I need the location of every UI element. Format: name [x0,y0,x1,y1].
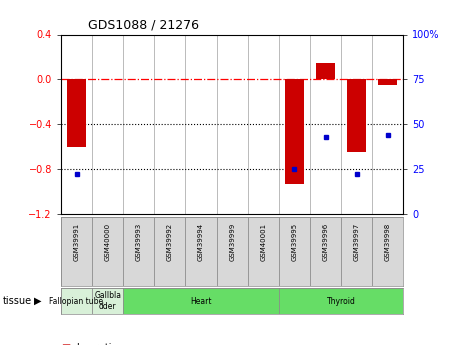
Text: GSM39993: GSM39993 [136,223,142,261]
Bar [92,288,123,314]
Text: ■: ■ [61,344,70,345]
Bar [316,62,335,79]
Bar [279,288,403,314]
Text: GSM40001: GSM40001 [260,223,266,261]
Bar [185,217,217,286]
Bar [285,79,304,184]
Bar [279,217,310,286]
Bar [248,217,279,286]
Bar [61,217,92,286]
Bar [123,217,154,286]
Text: Thyroid: Thyroid [326,296,356,306]
Bar [372,217,403,286]
Text: Fallopian tube: Fallopian tube [49,296,104,306]
Text: GSM39994: GSM39994 [198,223,204,261]
Text: GSM40000: GSM40000 [105,223,111,261]
Bar [341,217,372,286]
Text: GSM39992: GSM39992 [167,223,173,261]
Text: GSM39998: GSM39998 [385,223,391,261]
Text: log ratio: log ratio [77,344,118,345]
Text: tissue: tissue [2,296,31,306]
Bar [217,217,248,286]
Text: GSM39991: GSM39991 [74,223,80,261]
Text: ▶: ▶ [34,296,41,306]
Bar [61,288,92,314]
Bar [67,79,86,147]
Text: Heart: Heart [190,296,212,306]
Bar [378,79,397,85]
Text: GSM39999: GSM39999 [229,223,235,261]
Bar [154,217,185,286]
Text: GSM39996: GSM39996 [323,223,328,261]
Bar [348,79,366,152]
Bar [92,217,123,286]
Text: GSM39995: GSM39995 [291,223,297,261]
Text: GSM39997: GSM39997 [354,223,360,261]
Text: Gallbla
dder: Gallbla dder [94,291,121,311]
Bar [123,288,279,314]
Bar [310,217,341,286]
Text: GDS1088 / 21276: GDS1088 / 21276 [88,19,199,32]
